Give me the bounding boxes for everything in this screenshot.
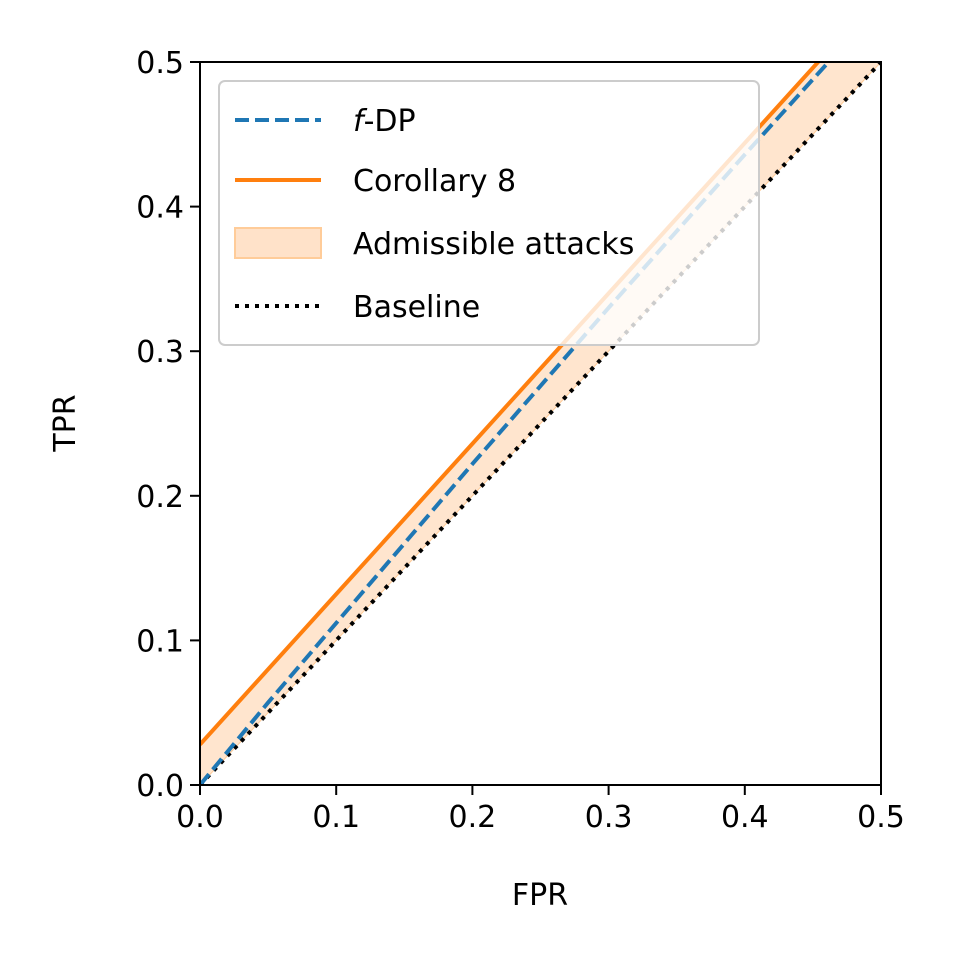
legend-label-admissible-attacks: Admissible attacks [353, 227, 634, 262]
legend-label-corollary-8: Corollary 8 [353, 164, 516, 199]
series-corollary-8-line [200, 62, 821, 746]
x-tick-label: 0.1 [312, 800, 360, 835]
x-tick-label: 0.2 [449, 800, 497, 835]
axes: 0.0 0.1 0.2 0.3 0.4 0.5 0.0 0.1 0.2 0.3 0.4 0.5 [136, 46, 905, 835]
x-tick-label: 0.5 [857, 800, 905, 835]
legend: f-DP Corollary 8 Admissible attacks Base… [218, 80, 760, 346]
series-f-dp-line [200, 62, 832, 785]
y-tick-label: 0.0 [136, 769, 184, 804]
plot-frame [199, 61, 882, 786]
y-tick-label: 0.1 [136, 624, 184, 659]
x-axis-label: FPR [512, 878, 568, 913]
y-tick-label: 0.2 [136, 480, 184, 515]
x-tick-label: 0.0 [176, 800, 224, 835]
x-tick-label: 0.3 [585, 800, 633, 835]
y-axis-label: TPR [48, 394, 83, 452]
x-tick-label: 0.4 [721, 800, 769, 835]
legend-label-f-dp: f-DP [353, 104, 416, 139]
legend-box [218, 80, 760, 346]
y-tick-label: 0.4 [136, 191, 184, 226]
plot-area [200, 62, 881, 785]
y-tick-label: 0.5 [136, 46, 184, 81]
legend-label-baseline: Baseline [353, 290, 480, 325]
y-tick-label: 0.3 [136, 335, 184, 370]
legend-swatch-admissible-attacks [234, 227, 322, 259]
